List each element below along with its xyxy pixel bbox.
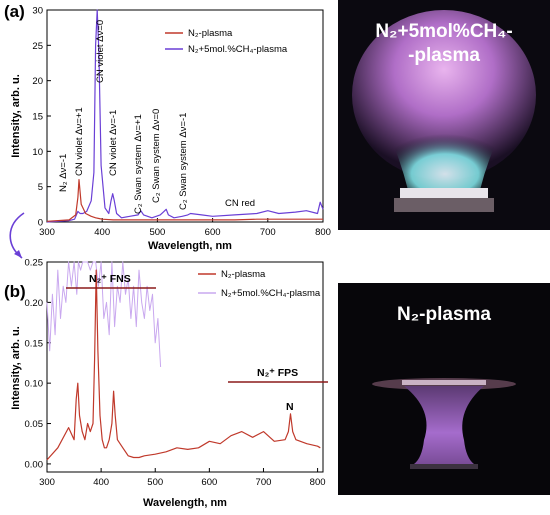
panel-a-annotations: N₂ Δν=-1 CN violet Δν=+1 CN violet Δν=0 …: [58, 20, 255, 214]
b-x-tick-label: 800: [310, 477, 326, 488]
photo-a-plasma-core: [378, 110, 512, 190]
b-y-tick-label: 0.25: [25, 258, 44, 269]
panel-b-legend: N₂-plasma N₂+5mol.%CH₄-plasma: [198, 269, 321, 299]
b-x-tick-label: 700: [256, 477, 272, 488]
legend-a-n2-label: N₂-plasma: [188, 28, 233, 39]
panel-b-ylabel: Intensity, arb. u.: [10, 326, 22, 410]
photo-a-title-line2: -plasma: [408, 45, 480, 66]
annotation-n-line: N: [286, 401, 294, 413]
connector-arrow-head: [14, 250, 22, 258]
a-x-tick-label: 700: [260, 227, 276, 238]
panel-b-frame: [46, 261, 324, 473]
a-y-tick-label: 30: [32, 6, 43, 17]
legend-a-ch4-label: N₂+5mol.%CH₄-plasma: [188, 44, 288, 55]
b-x-tick-label: 400: [93, 477, 109, 488]
a-y-tick-label: 5: [38, 182, 43, 193]
panel-b-x-ticks: 300 400 500 600 700 800: [39, 468, 326, 488]
panel-b-series: [46, 261, 321, 461]
panel-a-x-ticks: 300 400 500 600 700 800: [39, 218, 331, 238]
b-y-tick-label: 0.10: [25, 379, 44, 390]
a-x-tick-label: 800: [315, 227, 331, 238]
photo-b-electrode-top: [402, 380, 486, 385]
b-y-tick-label: 0.15: [25, 338, 44, 349]
photo-a: N₂+5mol%CH₄- -plasma: [338, 0, 550, 230]
a-y-tick-label: 25: [32, 41, 43, 52]
annotation-cn-violet-dv-0: CN violet Δν=0: [95, 20, 106, 83]
b-y-tick-label: 0.00: [25, 459, 44, 470]
b-x-tick-label: 500: [147, 477, 163, 488]
photo-a-electrode-base: [394, 198, 494, 212]
panel-a-series: [46, 9, 324, 223]
photo-b-electrode-bottom: [410, 464, 478, 469]
panel-a-xlabel: Wavelength, nm: [148, 240, 232, 252]
panel-b-y-ticks: 0.00 0.05 0.10 0.15 0.20 0.25: [25, 258, 51, 470]
annotation-n2plus-fps: N₂⁺ FPS: [257, 367, 298, 379]
panel-b-plot-area: 0.00 0.05 0.10 0.15 0.20 0.25 300 400 500 600 700…: [25, 258, 326, 489]
annotation-c2-swan-dv-plus1: C₂ Swan system Δν=+1: [133, 114, 144, 214]
annotation-n2plus-fns: N₂⁺ FNS: [89, 273, 131, 285]
photo-b-title: N₂-plasma: [397, 304, 491, 325]
a-y-tick-label: 0: [38, 218, 43, 229]
b-y-tick-label: 0.05: [25, 419, 44, 430]
a-x-tick-label: 500: [149, 227, 165, 238]
panel-a-legend: N₂-plasma N₂+5mol.%CH₄-plasma: [165, 28, 288, 55]
a-y-tick-label: 10: [32, 147, 43, 158]
a-y-tick-label: 20: [32, 76, 43, 87]
annotation-cn-violet-dv-plus1: CN violet Δν=+1: [74, 107, 85, 176]
panel-a-y-ticks: 0 5 10 15 20 25 30: [32, 6, 51, 229]
annotation-cn-violet-dv-minus1: CN violet Δν=-1: [108, 110, 119, 176]
panel-a-plot-area: 0 5 10 15 20 25 30 300 400 500 600 700 800: [32, 6, 331, 239]
a-series-line-n2: [46, 179, 323, 222]
a-x-tick-label: 400: [94, 227, 110, 238]
annotation-cn-red: CN red: [225, 198, 255, 209]
panel-a-letter: (a): [4, 2, 25, 21]
a-x-tick-label: 300: [39, 227, 55, 238]
panel-b-annotations: N₂⁺ FNS N₂⁺ FPS N: [66, 273, 328, 413]
photo-a-title: N₂+5mol%CH₄-: [375, 21, 512, 42]
annotation-c2-swan-dv-0: C₂ Swan system Δν=0: [151, 109, 162, 203]
b-x-tick-label: 300: [39, 477, 55, 488]
panel-a-ylabel: Intensity, arb. u.: [10, 74, 22, 158]
legend-b-n2-label: N₂-plasma: [221, 269, 266, 280]
b-x-tick-label: 600: [201, 477, 217, 488]
panel-a: (a) 0 5 10 15 20 25 30 300 400 500 600 700 800 Wave…: [4, 2, 331, 252]
annotation-c2-swan-dv-minus1: C₂ Swan system Δν=-1: [178, 113, 189, 210]
photo-b-plasma-column: [404, 386, 484, 464]
b-series-line-n2: [46, 269, 321, 461]
connector-arrow: [9, 212, 25, 259]
panel-b-letter: (b): [4, 282, 26, 301]
a-y-tick-label: 15: [32, 112, 43, 123]
panel-b-xlabel: Wavelength, nm: [143, 497, 227, 509]
a-x-tick-label: 600: [205, 227, 221, 238]
legend-b-ch4-label: N₂+5mol.%CH₄-plasma: [221, 288, 321, 299]
photo-b: N₂-plasma: [338, 283, 550, 495]
photo-a-electrode-top: [400, 188, 488, 198]
b-series-line-ch4: [46, 261, 162, 368]
annotation-n2-dv-minus1: N₂ Δν=-1: [58, 154, 69, 192]
panel-b: (b) 0.00 0.05 0.10 0.15 0.20 0.25 300 400 500 60…: [4, 258, 328, 509]
b-y-tick-label: 0.20: [25, 298, 44, 309]
a-series-line-ch4: [46, 9, 324, 223]
